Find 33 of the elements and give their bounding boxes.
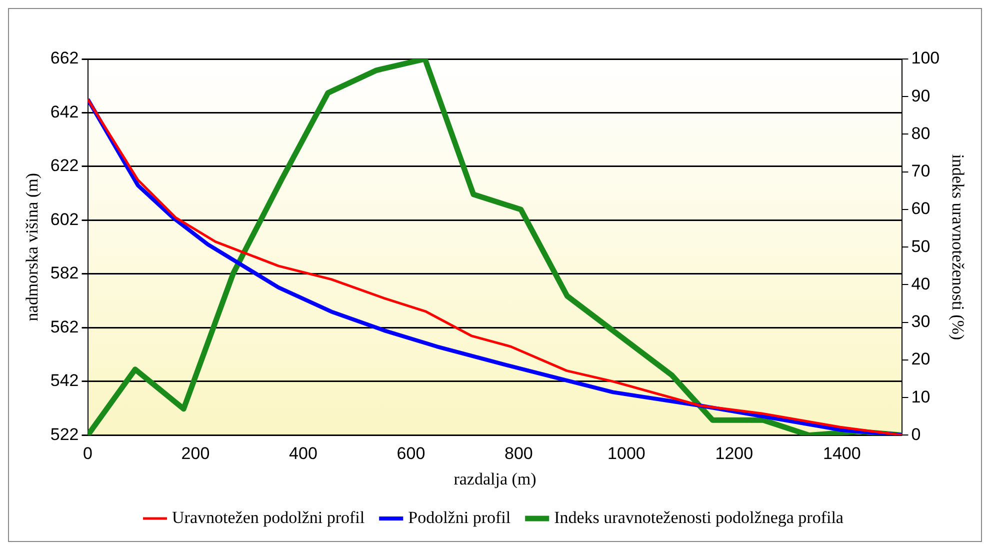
y2-tick-label: 0 [911,424,921,444]
y2-tick-label: 50 [911,236,930,256]
x-tick-label: 800 [504,444,533,464]
y2-tick-label: 100 [911,48,940,68]
y-tick-label: 622 [50,156,79,176]
y2-tick-label: 70 [911,162,930,181]
y2-axis-title: indeks uravnoteženosti (%) [948,154,968,340]
y-tick-label: 602 [50,210,79,229]
y2-tick-label: 40 [911,274,930,294]
legend-label: Podolžni profil [408,508,511,527]
legend-label: Indeks uravnoteženosti podolžnega profila [554,508,844,527]
x-tick-label: 1400 [822,444,861,464]
x-tick-label: 1200 [715,444,754,464]
y-tick-label: 582 [50,264,79,283]
y-tick-label: 522 [50,424,79,444]
y2-tick-label: 60 [911,199,930,218]
x-axis-title: razdalja (m) [454,469,536,488]
y2-tick-label: 90 [911,86,930,106]
y-tick-label: 642 [50,102,79,122]
x-tick-label: 600 [396,444,426,464]
x-tick-label: 1000 [608,444,646,464]
y-tick-label: 542 [50,371,79,390]
y2-tick-label: 30 [911,312,930,332]
x-tick-label: 200 [181,444,210,464]
y2-tick-label: 80 [911,124,930,143]
x-tick-label: 0 [83,444,92,464]
x-tick-label: 400 [289,444,318,464]
y2-tick-label: 10 [911,387,930,406]
y2-tick-label: 20 [911,350,930,369]
y-axis-title: nadmorska višina (m) [22,172,42,322]
legend-label: Uravnotežen podolžni profil [172,508,365,527]
y-tick-label: 662 [50,48,79,68]
y-tick-label: 562 [50,317,79,336]
